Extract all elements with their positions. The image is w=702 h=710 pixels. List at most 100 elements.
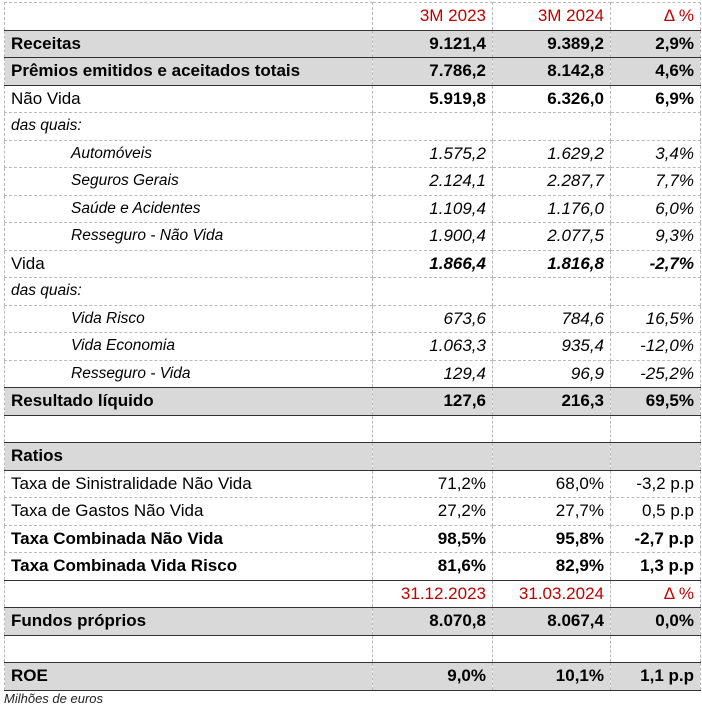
row-value-v3: 6,0%: [610, 194, 701, 223]
row-label: Ratios: [4, 442, 373, 471]
table-row: Automóveis 1.575,2 1.629,2 3,4%: [4, 139, 701, 168]
row-label: Taxa Combinada Não Vida: [4, 524, 373, 553]
row-value-v2: [492, 442, 611, 471]
table-row: Saúde e Acidentes 1.109,4 1.176,0 6,0%: [4, 194, 701, 223]
row-value-v1: 71,2%: [372, 469, 493, 498]
table-row: Taxa Combinada Vida Risco 81,6% 82,9% 1,3 p…: [4, 552, 701, 581]
table-row: ROE 9,0% 10,1% 1,1 p.p: [4, 662, 701, 691]
row-value-v3: 69,5%: [610, 387, 701, 416]
row-label: Vida: [4, 249, 373, 278]
table-row: das quais:: [4, 112, 701, 141]
row-value-v2: 2.077,5: [492, 222, 611, 251]
row-label: Taxa de Sinistralidade Não Vida: [4, 469, 373, 498]
row-value-v1: 7.786,2: [372, 57, 493, 86]
row-label: Seguros Gerais: [4, 167, 373, 196]
row-value-v2: 6.326,0: [492, 84, 611, 113]
row-value-v2: 1.176,0: [492, 194, 611, 223]
row-value-v2: 95,8%: [492, 524, 611, 553]
row-value-v3: [610, 442, 701, 471]
row-value-v2: [492, 277, 611, 306]
row-value-v2: 935,4: [492, 332, 611, 361]
row-value-v3: -12,0%: [610, 332, 701, 361]
row-value-v1: 1.900,4: [372, 222, 493, 251]
row-value-v2: 10,1%: [492, 662, 611, 691]
row-value-v2: 1.629,2: [492, 139, 611, 168]
table-row: 31.12.2023 31.03.2024 Δ %: [4, 579, 701, 608]
table-row: Resseguro - Vida 129,4 96,9 -25,2%: [4, 359, 701, 388]
row-value-v1: 9.121,4: [372, 29, 493, 58]
row-value-v3: [610, 414, 701, 443]
row-value-v2: 216,3: [492, 387, 611, 416]
row-value-v3: 1,3 p.p: [610, 552, 701, 581]
table-row: Vida Risco 673,6 784,6 16,5%: [4, 304, 701, 333]
row-value-v3: 4,6%: [610, 57, 701, 86]
row-value-v2: 784,6: [492, 304, 611, 333]
row-value-v1: 27,2%: [372, 497, 493, 526]
table-row: Resultado líquido 127,6 216,3 69,5%: [4, 387, 701, 416]
header-col2: 3M 2024: [492, 2, 611, 31]
financial-table: 3M 2023 3M 2024 Δ % Receitas 9.121,4 9.389…: [4, 2, 701, 691]
row-label: Resseguro - Vida: [4, 359, 373, 388]
row-value-v3: -3,2 p.p: [610, 469, 701, 498]
row-value-v1: 1.063,3: [372, 332, 493, 361]
table-row: das quais:: [4, 277, 701, 306]
row-label: das quais:: [4, 112, 373, 141]
row-value-v1: 98,5%: [372, 524, 493, 553]
header-col1: 3M 2023: [372, 2, 493, 31]
table-row: Resseguro - Não Vida 1.900,4 2.077,5 9,3%: [4, 222, 701, 251]
table-row: Vida Economia 1.063,3 935,4 -12,0%: [4, 332, 701, 361]
table-header-row: 3M 2023 3M 2024 Δ %: [4, 2, 701, 31]
table-row: Taxa Combinada Não Vida 98,5% 95,8% -2,7 p.…: [4, 524, 701, 553]
row-value-v2: 68,0%: [492, 469, 611, 498]
row-value-v3: 9,3%: [610, 222, 701, 251]
row-value-v2: 82,9%: [492, 552, 611, 581]
row-value-v2: 9.389,2: [492, 29, 611, 58]
row-value-v3: 0,0%: [610, 607, 701, 636]
table-row: Vida 1.866,4 1.816,8 -2,7%: [4, 249, 701, 278]
row-value-v1: 673,6: [372, 304, 493, 333]
row-label: Resseguro - Não Vida: [4, 222, 373, 251]
row-value-v1: 2.124,1: [372, 167, 493, 196]
row-value-v2: [492, 112, 611, 141]
row-value-v3: 3,4%: [610, 139, 701, 168]
row-value-v3: -2,7%: [610, 249, 701, 278]
row-label: [4, 414, 373, 443]
row-label: Taxa de Gastos Não Vida: [4, 497, 373, 526]
row-value-v2: [492, 414, 611, 443]
row-value-v1: 8.070,8: [372, 607, 493, 636]
header-col3: Δ %: [610, 2, 701, 31]
table-row: Taxa de Sinistralidade Não Vida 71,2% 68,0…: [4, 469, 701, 498]
row-value-v1: 5.919,8: [372, 84, 493, 113]
row-value-v2: 27,7%: [492, 497, 611, 526]
row-value-v3: Δ %: [610, 579, 701, 608]
row-value-v3: 6,9%: [610, 84, 701, 113]
row-value-v2: [492, 634, 611, 663]
row-label: Taxa Combinada Vida Risco: [4, 552, 373, 581]
row-value-v3: 2,9%: [610, 29, 701, 58]
row-value-v3: 7,7%: [610, 167, 701, 196]
row-label: ROE: [4, 662, 373, 691]
row-value-v1: [372, 277, 493, 306]
table-row: Receitas 9.121,4 9.389,2 2,9%: [4, 29, 701, 58]
row-value-v1: 31.12.2023: [372, 579, 493, 608]
row-value-v3: [610, 112, 701, 141]
row-label: Receitas: [4, 29, 373, 58]
table-row: Não Vida 5.919,8 6.326,0 6,9%: [4, 84, 701, 113]
row-value-v2: 1.816,8: [492, 249, 611, 278]
row-value-v1: 129,4: [372, 359, 493, 388]
table-row: Prêmios emitidos e aceitados totais 7.786…: [4, 57, 701, 86]
row-value-v2: 8.067,4: [492, 607, 611, 636]
row-label: [4, 579, 373, 608]
row-label: das quais:: [4, 277, 373, 306]
row-value-v1: 1.109,4: [372, 194, 493, 223]
row-label: Não Vida: [4, 84, 373, 113]
row-label: Vida Risco: [4, 304, 373, 333]
row-value-v3: 16,5%: [610, 304, 701, 333]
row-value-v1: 9,0%: [372, 662, 493, 691]
row-value-v1: 1.866,4: [372, 249, 493, 278]
row-value-v1: [372, 442, 493, 471]
row-value-v2: 96,9: [492, 359, 611, 388]
row-label: Fundos próprios: [4, 607, 373, 636]
row-value-v2: 8.142,8: [492, 57, 611, 86]
row-value-v1: 81,6%: [372, 552, 493, 581]
